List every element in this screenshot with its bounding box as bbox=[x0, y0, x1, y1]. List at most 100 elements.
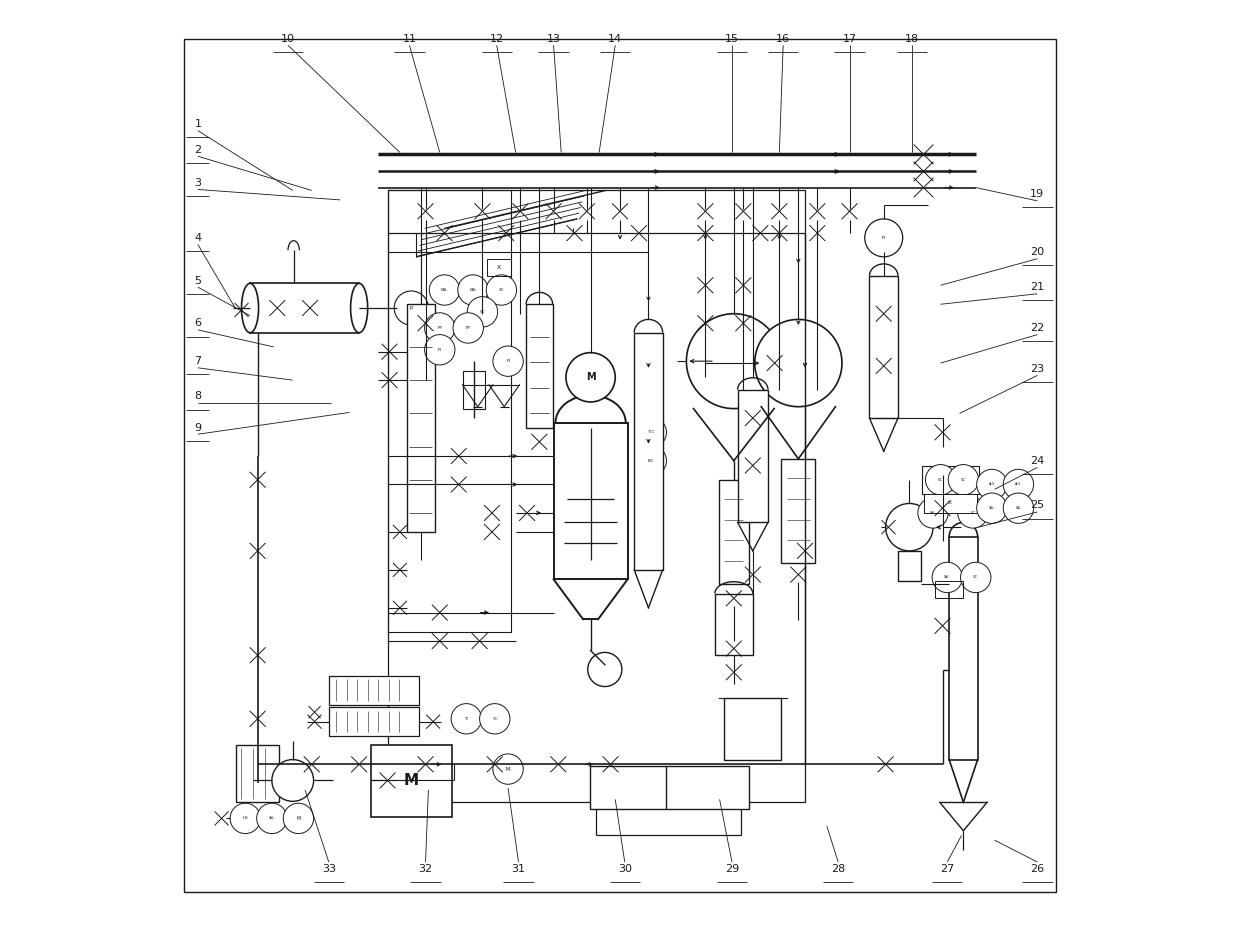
Text: 18: 18 bbox=[905, 33, 919, 44]
Text: 11: 11 bbox=[403, 33, 417, 44]
Text: PT: PT bbox=[438, 326, 443, 330]
Text: PI: PI bbox=[882, 236, 885, 239]
Circle shape bbox=[957, 498, 988, 528]
Circle shape bbox=[636, 417, 666, 447]
Text: 19: 19 bbox=[1030, 189, 1044, 200]
Circle shape bbox=[687, 314, 781, 408]
Text: YAL: YAL bbox=[990, 506, 994, 510]
Text: M: M bbox=[506, 767, 511, 771]
Text: SC: SC bbox=[961, 478, 966, 482]
Bar bbox=[921, 466, 978, 494]
Text: 23: 23 bbox=[1030, 364, 1044, 373]
Bar bbox=[329, 708, 419, 736]
Circle shape bbox=[492, 346, 523, 376]
Circle shape bbox=[231, 803, 260, 833]
Bar bbox=[949, 537, 977, 760]
Circle shape bbox=[424, 334, 455, 365]
Text: M: M bbox=[296, 816, 300, 821]
Text: 30: 30 bbox=[618, 864, 631, 874]
Text: 9: 9 bbox=[195, 423, 201, 432]
Text: 17: 17 bbox=[842, 33, 857, 44]
Circle shape bbox=[1003, 493, 1034, 523]
Bar bbox=[719, 480, 749, 584]
Text: 25: 25 bbox=[1030, 501, 1044, 510]
Text: X: X bbox=[496, 265, 501, 270]
Bar bbox=[924, 494, 977, 513]
Text: PI: PI bbox=[506, 359, 510, 363]
Text: EAL: EAL bbox=[470, 288, 476, 292]
Circle shape bbox=[864, 218, 903, 256]
Bar bbox=[869, 276, 898, 418]
Bar bbox=[715, 594, 753, 656]
Text: SC: SC bbox=[937, 478, 944, 482]
Text: PT: PT bbox=[465, 326, 471, 330]
Bar bbox=[634, 332, 662, 570]
Circle shape bbox=[283, 803, 314, 833]
Bar bbox=[250, 283, 360, 332]
Text: YAL: YAL bbox=[945, 576, 950, 579]
Text: 6: 6 bbox=[195, 318, 201, 328]
Text: 22: 22 bbox=[1030, 323, 1044, 332]
Bar bbox=[898, 551, 921, 581]
Circle shape bbox=[272, 760, 314, 801]
Circle shape bbox=[977, 469, 1007, 500]
Text: 14: 14 bbox=[608, 33, 622, 44]
Text: 5: 5 bbox=[195, 276, 201, 286]
Bar bbox=[236, 746, 279, 802]
Circle shape bbox=[918, 498, 949, 528]
Text: 10: 10 bbox=[281, 33, 295, 44]
Circle shape bbox=[429, 275, 460, 305]
Bar bbox=[738, 390, 768, 522]
Text: TIC: TIC bbox=[649, 430, 655, 434]
Bar bbox=[590, 767, 749, 808]
Text: M: M bbox=[404, 773, 419, 788]
Circle shape bbox=[492, 754, 523, 785]
Text: 29: 29 bbox=[725, 864, 739, 874]
Circle shape bbox=[961, 562, 991, 593]
Text: EIC: EIC bbox=[649, 459, 655, 463]
Bar bbox=[372, 746, 453, 816]
Circle shape bbox=[565, 352, 615, 402]
Text: YAL: YAL bbox=[930, 511, 936, 515]
Text: 7: 7 bbox=[195, 356, 201, 366]
Circle shape bbox=[458, 275, 489, 305]
Text: 20: 20 bbox=[1030, 247, 1044, 257]
Bar bbox=[463, 370, 485, 408]
Bar bbox=[184, 39, 1056, 892]
Bar bbox=[526, 304, 553, 428]
Circle shape bbox=[424, 313, 455, 343]
Text: 26: 26 bbox=[1030, 864, 1044, 874]
Bar bbox=[553, 423, 627, 580]
Text: 2: 2 bbox=[195, 144, 201, 155]
Circle shape bbox=[885, 504, 932, 551]
Text: 15: 15 bbox=[725, 33, 739, 44]
Circle shape bbox=[394, 291, 428, 325]
Text: 16: 16 bbox=[776, 33, 790, 44]
Bar bbox=[781, 459, 816, 563]
Text: 3: 3 bbox=[195, 178, 201, 188]
Bar bbox=[724, 698, 781, 760]
Text: 32: 32 bbox=[418, 864, 433, 874]
Circle shape bbox=[949, 465, 978, 495]
Ellipse shape bbox=[351, 283, 368, 332]
Text: ALS: ALS bbox=[1016, 483, 1022, 486]
Text: 13: 13 bbox=[547, 33, 560, 44]
Text: 24: 24 bbox=[1030, 456, 1044, 466]
Text: HS: HS bbox=[243, 816, 248, 821]
Ellipse shape bbox=[242, 283, 259, 332]
Circle shape bbox=[257, 803, 286, 833]
Circle shape bbox=[486, 275, 517, 305]
Circle shape bbox=[1003, 469, 1034, 500]
Text: 27: 27 bbox=[940, 864, 955, 874]
Text: EAL: EAL bbox=[441, 288, 448, 292]
Text: ALS: ALS bbox=[988, 483, 994, 486]
Text: 4: 4 bbox=[195, 233, 201, 243]
Bar bbox=[329, 676, 419, 705]
Text: SC: SC bbox=[973, 576, 978, 579]
Circle shape bbox=[480, 704, 510, 734]
Text: P: P bbox=[409, 306, 413, 311]
Text: TI: TI bbox=[465, 717, 469, 721]
Text: 8: 8 bbox=[195, 391, 201, 401]
Text: 21: 21 bbox=[1030, 282, 1044, 293]
Text: 1: 1 bbox=[195, 119, 201, 129]
